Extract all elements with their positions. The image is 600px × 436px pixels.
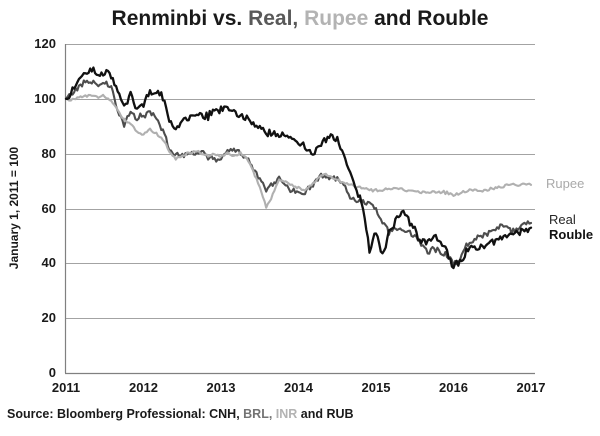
x-tick-label-2011: 2011 (51, 380, 81, 395)
x-tick-label-2017: 2017 (516, 380, 546, 395)
x-tick-label-2013: 2013 (206, 380, 236, 395)
x-tick-label-2016: 2016 (439, 380, 468, 395)
y-tick-label-80: 80 (41, 145, 56, 161)
y-tick-label-0: 0 (48, 365, 56, 380)
source-segment-2: INR (275, 407, 301, 421)
y-tick-label-60: 60 (41, 200, 56, 216)
y-tick-label-100: 100 (34, 90, 56, 106)
x-tick-label-2015: 2015 (361, 380, 391, 395)
source-segment-0: Source: Bloomberg Professional: CNH, (7, 407, 244, 421)
title-segment-0: Renminbi vs. (111, 7, 249, 30)
title-segment-4: and Rouble (368, 7, 489, 30)
series-label-rouble: Rouble (549, 227, 594, 242)
source-segment-3: and RUB (300, 407, 354, 421)
chart-title: Renminbi vs. Real, Rupee and Rouble (0, 7, 600, 31)
source-segment-1: BRL, (243, 407, 276, 421)
series-line-rupee (64, 93, 533, 209)
series-line-rouble (64, 66, 533, 270)
x-tick-label-2012: 2012 (129, 380, 158, 395)
x-tick-label-2014: 2014 (284, 380, 313, 395)
title-segment-3: Rupee (304, 7, 369, 30)
title-segment-1: Real, (248, 7, 299, 30)
series-label-rupee: Rupee (546, 176, 585, 191)
source-note: Source: Bloomberg Professional: CNH, BRL… (7, 407, 354, 421)
y-tick-label-40: 40 (41, 255, 56, 271)
series-label-real: Real (549, 212, 576, 227)
y-tick-label-120: 120 (34, 36, 56, 51)
y-tick-label-20: 20 (41, 310, 56, 326)
